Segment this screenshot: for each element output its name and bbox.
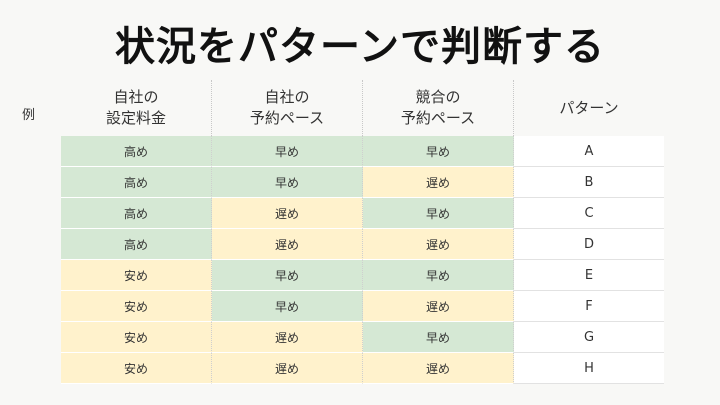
table-row: 高め 遅め 遅め D <box>61 229 664 260</box>
cell-pattern: D <box>514 229 664 260</box>
table-row: 高め 早め 早め A <box>61 136 664 167</box>
table-row: 安め 遅め 早め G <box>61 322 664 353</box>
table-row: 高め 早め 遅め B <box>61 167 664 198</box>
cell-competitor-pace: 早め <box>363 198 514 229</box>
cell-pattern: E <box>514 260 664 291</box>
cell-competitor-pace: 遅め <box>363 229 514 260</box>
cell-own-pace: 早め <box>212 260 363 291</box>
slide-title: 状況をパターンで判断する <box>115 24 605 70</box>
cell-own-pace: 早め <box>212 167 363 198</box>
cell-own-price: 高め <box>61 198 212 229</box>
cell-own-pace: 遅め <box>212 198 363 229</box>
cell-pattern: H <box>514 353 664 384</box>
cell-competitor-pace: 遅め <box>363 167 514 198</box>
cell-competitor-pace: 遅め <box>363 291 514 322</box>
cell-pattern: G <box>514 322 664 353</box>
cell-own-price: 安め <box>61 260 212 291</box>
table-row: 安め 遅め 遅め H <box>61 353 664 384</box>
example-label: 例 <box>22 108 36 123</box>
cell-own-price: 高め <box>61 229 212 260</box>
cell-own-pace: 遅め <box>212 322 363 353</box>
cell-own-pace: 早め <box>212 136 363 167</box>
cell-competitor-pace: 早め <box>363 136 514 167</box>
cell-own-pace: 早め <box>212 291 363 322</box>
pattern-table: 自社の 設定料金 自社の 予約ペース 競合の 予約ペース パターン 高め 早め 早め… <box>61 80 664 384</box>
cell-competitor-pace: 早め <box>363 260 514 291</box>
cell-own-price: 安め <box>61 322 212 353</box>
cell-pattern: A <box>514 136 664 167</box>
header-own-pace: 自社の 予約ペース <box>212 80 363 136</box>
table-row: 高め 遅め 早め C <box>61 198 664 229</box>
cell-own-price: 安め <box>61 291 212 322</box>
cell-pattern: F <box>514 291 664 322</box>
header-own-price: 自社の 設定料金 <box>61 80 212 136</box>
header-competitor-pace: 競合の 予約ペース <box>363 80 514 136</box>
cell-pattern: C <box>514 198 664 229</box>
table-row: 安め 早め 遅め F <box>61 291 664 322</box>
cell-own-pace: 遅め <box>212 353 363 384</box>
cell-own-price: 高め <box>61 167 212 198</box>
table-row: 安め 早め 早め E <box>61 260 664 291</box>
cell-pattern: B <box>514 167 664 198</box>
table-body: 高め 早め 早め A 高め 早め 遅め B 高め 遅め 早め C 高め 遅め 遅め D 安め 早め 早め E 安め 早め遅… <box>61 136 664 384</box>
cell-competitor-pace: 遅め <box>363 353 514 384</box>
cell-competitor-pace: 早め <box>363 322 514 353</box>
cell-own-pace: 遅め <box>212 229 363 260</box>
cell-own-price: 高め <box>61 136 212 167</box>
cell-own-price: 安め <box>61 353 212 384</box>
table-header: 自社の 設定料金 自社の 予約ペース 競合の 予約ペース パターン <box>61 80 664 136</box>
header-pattern: パターン <box>559 98 619 117</box>
